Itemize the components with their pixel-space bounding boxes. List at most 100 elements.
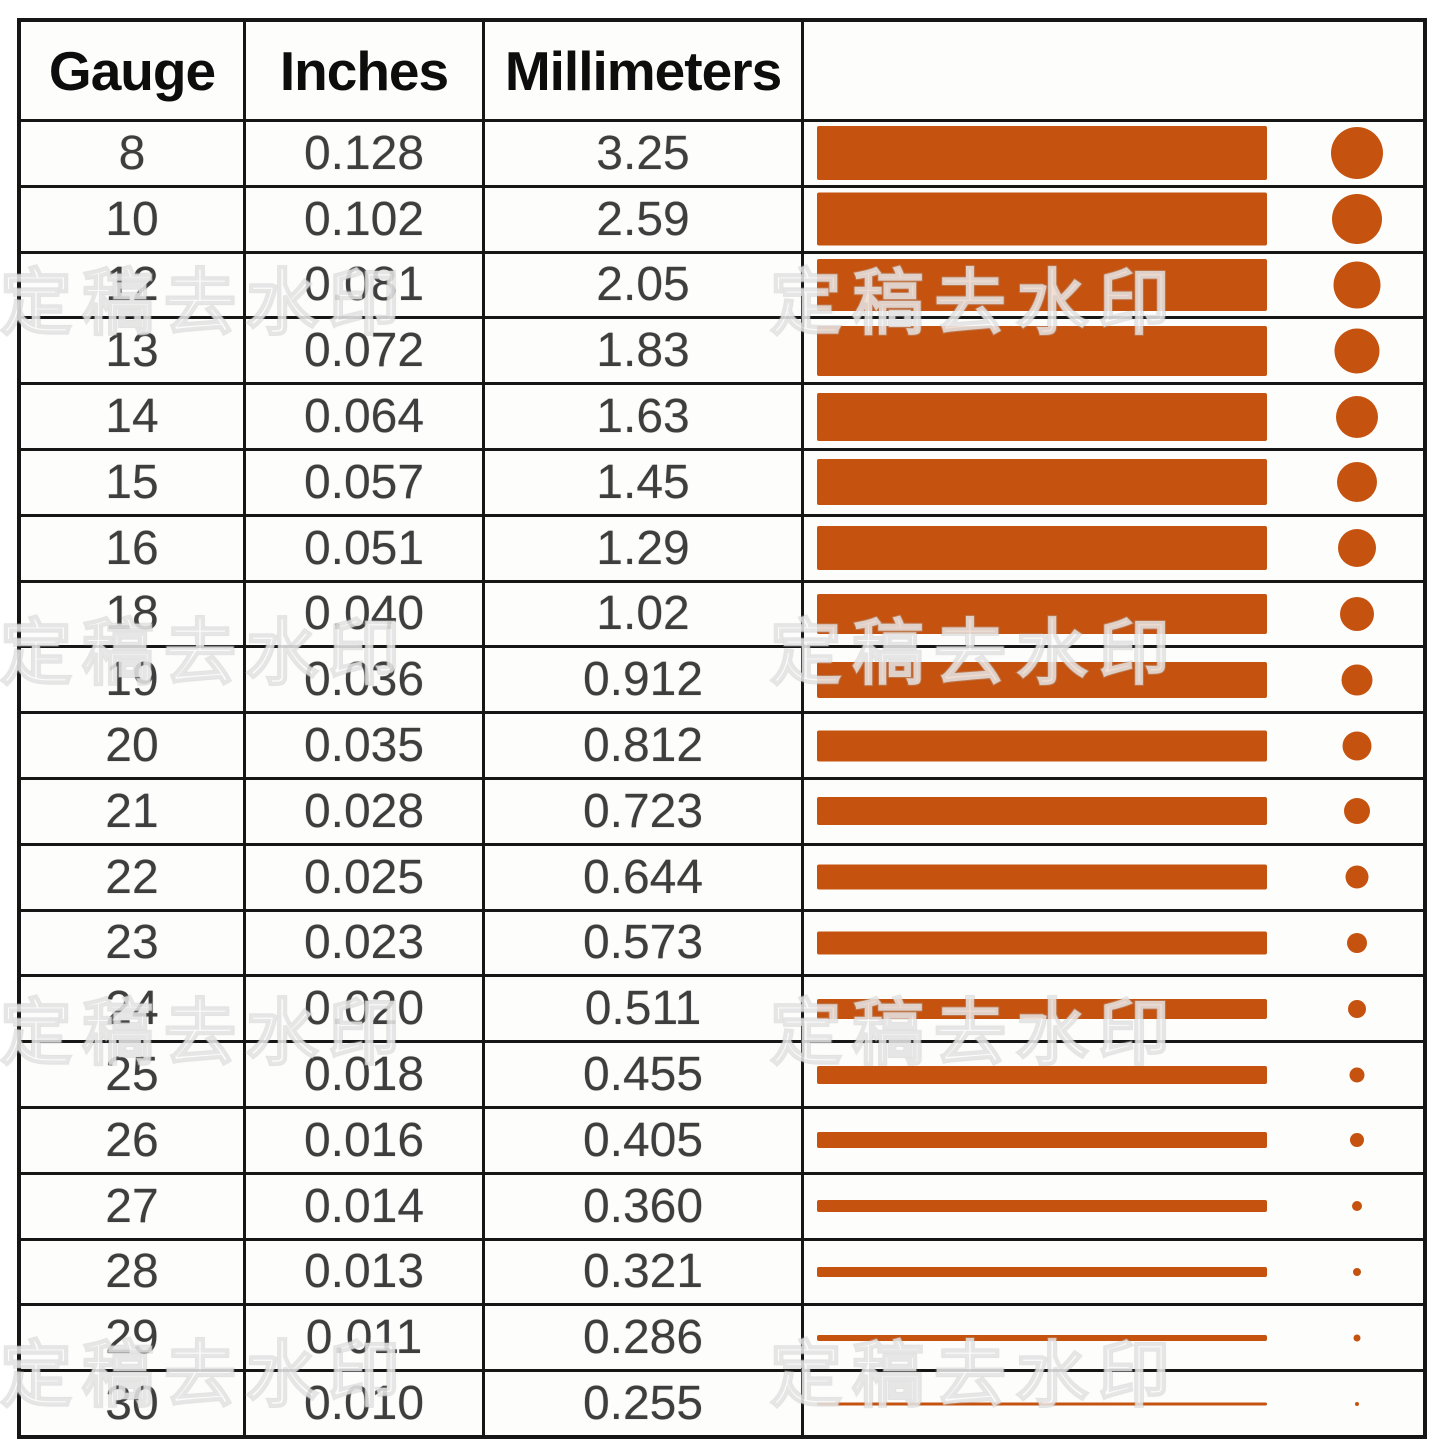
wire-cross-section-dot <box>1336 395 1378 438</box>
wire-cross-section-dot <box>1355 1401 1359 1406</box>
wire-visual-cell <box>804 1175 1423 1238</box>
wire-thickness-bar <box>817 1402 1267 1406</box>
wire-cross-section-dot <box>1332 194 1382 245</box>
millimeters-value: 0.644 <box>485 845 804 909</box>
table-row: 19 0.036 0.912 <box>21 645 1423 712</box>
gauge-value: 25 <box>21 1043 246 1106</box>
wire-cross-section-dot <box>1342 731 1372 761</box>
gauge-value: 16 <box>21 516 246 580</box>
table-body: 8 0.128 3.25 10 0.102 2.59 12 0.081 2.05 13 0.072 1… <box>21 122 1423 1435</box>
table-header-row: Gauge Inches Millimeters <box>21 22 1423 122</box>
wire-visual-cell <box>804 319 1423 382</box>
gauge-value: 24 <box>21 977 246 1041</box>
wire-visual-cell <box>804 648 1423 711</box>
column-header-visual-blank <box>804 22 1423 119</box>
gauge-value: 26 <box>21 1108 246 1172</box>
wire-visual-cell <box>804 714 1423 777</box>
wire-cross-section-dot <box>1333 261 1381 309</box>
gauge-value: 30 <box>21 1372 246 1435</box>
wire-thickness-bar <box>817 526 1267 571</box>
inches-value: 0.016 <box>246 1108 485 1172</box>
inches-value: 0.014 <box>246 1174 485 1238</box>
wire-thickness-bar <box>817 730 1267 762</box>
table-row: 26 0.016 0.405 <box>21 1105 1423 1172</box>
millimeters-value: 0.321 <box>485 1240 804 1304</box>
inches-value: 0.010 <box>246 1372 485 1435</box>
wire-visual-cell <box>804 1043 1423 1106</box>
gauge-value: 29 <box>21 1306 246 1370</box>
inches-value: 0.013 <box>246 1240 485 1304</box>
gauge-value: 15 <box>21 450 246 514</box>
table-row: 20 0.035 0.812 <box>21 711 1423 777</box>
millimeters-value: 1.63 <box>485 385 804 448</box>
table-row: 13 0.072 1.83 <box>21 316 1423 383</box>
millimeters-value: 3.25 <box>485 122 804 185</box>
gauge-value: 12 <box>21 253 246 317</box>
wire-visual-cell <box>804 977 1423 1040</box>
table-row: 12 0.081 2.05 <box>21 250 1423 317</box>
millimeters-value: 2.59 <box>485 187 804 251</box>
wire-thickness-bar <box>817 258 1267 311</box>
inches-value: 0.020 <box>246 977 485 1041</box>
gauge-value: 10 <box>21 187 246 251</box>
table-row: 28 0.013 0.321 <box>21 1237 1423 1304</box>
table-row: 24 0.020 0.511 <box>21 974 1423 1041</box>
wire-cross-section-dot <box>1341 664 1373 696</box>
inches-value: 0.023 <box>246 911 485 975</box>
inches-value: 0.102 <box>246 187 485 251</box>
millimeters-value: 2.05 <box>485 253 804 317</box>
wire-cross-section-dot <box>1331 127 1383 180</box>
wire-visual-cell <box>804 451 1423 514</box>
table-row: 23 0.023 0.573 <box>21 908 1423 975</box>
table-row: 10 0.102 2.59 <box>21 184 1423 251</box>
wire-thickness-bar <box>817 459 1267 506</box>
millimeters-value: 0.573 <box>485 911 804 975</box>
table-row: 16 0.051 1.29 <box>21 513 1423 580</box>
millimeters-value: 0.455 <box>485 1043 804 1106</box>
wire-visual-cell <box>804 1241 1423 1304</box>
inches-value: 0.018 <box>246 1043 485 1106</box>
wire-thickness-bar <box>817 1200 1267 1213</box>
wire-cross-section-dot <box>1344 798 1370 825</box>
wire-thickness-bar <box>817 998 1267 1019</box>
inches-value: 0.051 <box>246 516 485 580</box>
column-header-inches: Inches <box>246 22 485 119</box>
millimeters-value: 0.912 <box>485 648 804 712</box>
table-row: 14 0.064 1.63 <box>21 382 1423 448</box>
wire-cross-section-dot <box>1338 529 1376 568</box>
wire-visual-cell <box>804 385 1423 448</box>
gauge-value: 18 <box>21 582 246 646</box>
wire-thickness-bar <box>817 931 1267 955</box>
table-row: 29 0.011 0.286 <box>21 1303 1423 1370</box>
wire-visual-cell <box>804 122 1423 185</box>
wire-cross-section-dot <box>1349 1067 1365 1083</box>
wire-visual-cell <box>804 1372 1423 1435</box>
gauge-value: 23 <box>21 911 246 975</box>
inches-value: 0.040 <box>246 582 485 646</box>
gauge-value: 21 <box>21 779 246 843</box>
inches-value: 0.011 <box>246 1306 485 1370</box>
wire-cross-section-dot <box>1353 1267 1361 1276</box>
wire-cross-section-dot <box>1345 865 1369 889</box>
wire-visual-cell <box>804 254 1423 317</box>
table-row: 27 0.014 0.360 <box>21 1171 1423 1238</box>
table-row: 21 0.028 0.723 <box>21 776 1423 843</box>
inches-value: 0.064 <box>246 385 485 448</box>
gauge-value: 20 <box>21 714 246 777</box>
gauge-value: 22 <box>21 845 246 909</box>
wire-thickness-bar <box>817 192 1267 246</box>
millimeters-value: 1.83 <box>485 319 804 383</box>
inches-value: 0.036 <box>246 648 485 712</box>
wire-thickness-bar <box>817 593 1267 634</box>
wire-visual-cell <box>804 912 1423 975</box>
wire-thickness-bar <box>817 661 1267 698</box>
wire-visual-cell <box>804 583 1423 646</box>
wire-thickness-bar <box>817 1266 1267 1277</box>
wire-cross-section-dot <box>1352 1201 1362 1212</box>
inches-value: 0.081 <box>246 253 485 317</box>
wire-thickness-bar <box>817 325 1267 376</box>
wire-thickness-bar <box>817 126 1267 181</box>
table-row: 15 0.057 1.45 <box>21 447 1423 514</box>
wire-cross-section-dot <box>1340 596 1374 631</box>
